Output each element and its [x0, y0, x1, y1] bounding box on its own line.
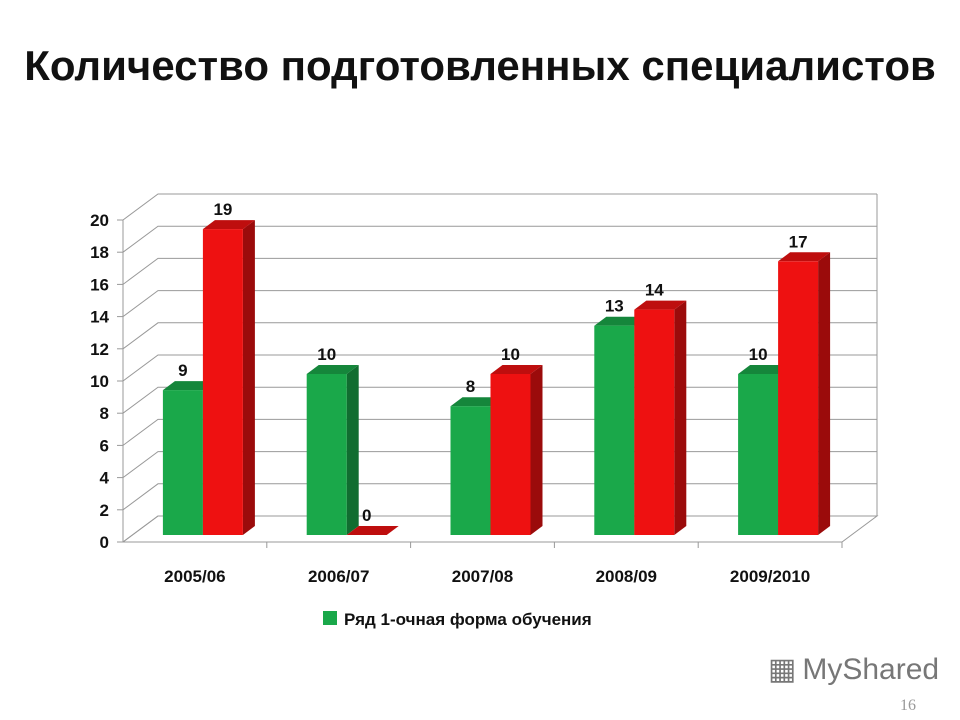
bar-side — [818, 252, 831, 536]
bar-top — [450, 397, 503, 407]
y-tick-label: 8 — [100, 404, 109, 423]
gridline — [122, 193, 877, 221]
bar — [594, 325, 635, 535]
gridline — [122, 257, 877, 285]
x-tick-label: 2008/09 — [596, 567, 657, 586]
bar — [490, 374, 531, 535]
bar — [450, 406, 491, 535]
x-tick-label: 2005/06 — [164, 567, 225, 586]
data-label: 10 — [317, 345, 336, 364]
page-number: 16 — [900, 697, 916, 714]
y-tick-label: 10 — [90, 372, 109, 391]
watermark-logo: ▦ MyShared — [768, 652, 939, 688]
legend-swatch — [323, 611, 337, 625]
data-label: 19 — [213, 200, 232, 219]
data-label: 0 — [362, 506, 371, 525]
bar — [162, 390, 203, 535]
bar-top — [306, 365, 359, 374]
y-tick-label: 12 — [90, 340, 109, 359]
bar-top — [594, 316, 647, 326]
bar-top — [346, 526, 399, 535]
y-tick-label: 18 — [90, 243, 109, 262]
bar-side — [346, 365, 359, 535]
data-label: 8 — [466, 377, 475, 396]
data-label: 17 — [789, 232, 808, 251]
bar-side — [530, 365, 543, 535]
bar-top — [202, 220, 255, 230]
x-tick-label: 2006/07 — [308, 567, 369, 586]
data-label: 13 — [605, 297, 624, 316]
bar-top — [490, 365, 543, 374]
y-tick-label: 16 — [90, 275, 109, 294]
x-tick-label: 2007/08 — [452, 567, 513, 586]
presentation-icon: ▦ — [768, 653, 797, 686]
bar-top — [778, 252, 831, 262]
bar — [202, 229, 243, 535]
y-tick-label: 14 — [90, 308, 109, 327]
data-label: 9 — [178, 361, 187, 380]
watermark-text: MyShared — [802, 653, 940, 686]
bar-top — [634, 300, 687, 310]
y-tick-label: 6 — [100, 436, 109, 455]
bar — [634, 309, 675, 535]
y-tick-label: 20 — [90, 211, 109, 230]
bar-side — [674, 300, 687, 535]
bar — [778, 261, 819, 535]
y-tick-label: 0 — [100, 533, 109, 552]
y-tick-label: 2 — [100, 501, 109, 520]
chart-title: Количество подготовленных специалистов — [24, 42, 936, 89]
bar — [306, 374, 347, 535]
gridline — [122, 290, 877, 318]
gridline — [122, 225, 877, 253]
legend-label: Ряд 1-очная форма обучения — [344, 610, 592, 629]
bar-top — [738, 365, 791, 374]
x-tick-label: 2009/2010 — [730, 567, 810, 586]
data-label: 14 — [645, 281, 664, 300]
y-tick-label: 4 — [100, 469, 110, 488]
bar-side — [242, 220, 255, 535]
bar — [738, 374, 779, 535]
data-label: 10 — [501, 345, 520, 364]
data-label: 10 — [749, 345, 768, 364]
bar-top — [162, 381, 215, 391]
